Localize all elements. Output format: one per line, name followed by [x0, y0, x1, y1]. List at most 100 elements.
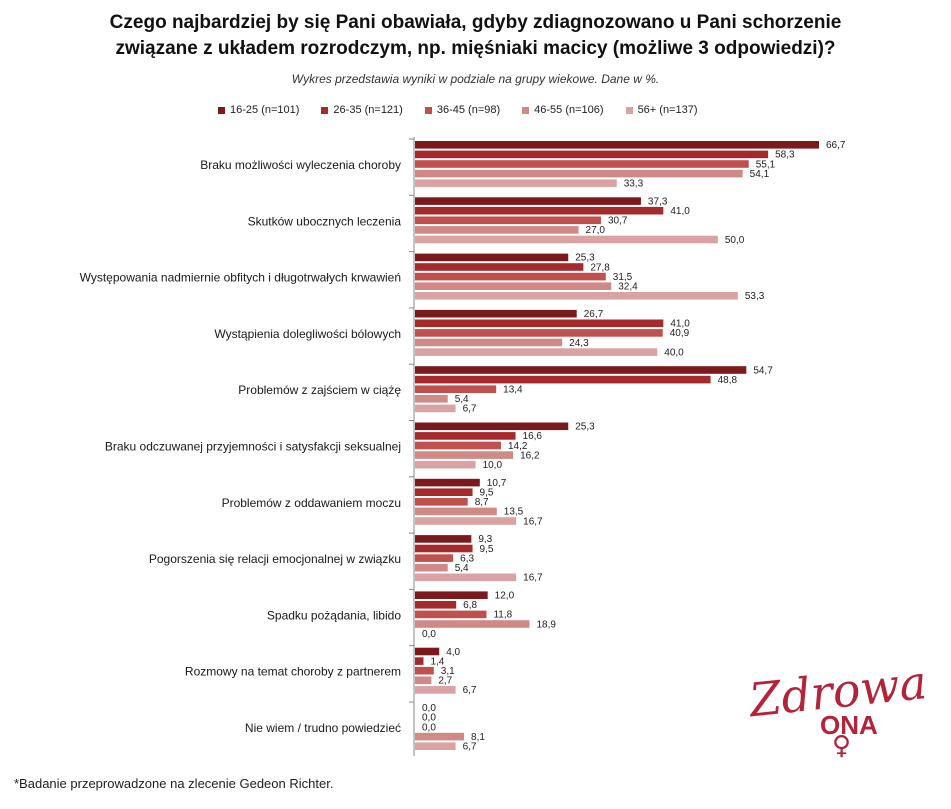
bar [415, 441, 502, 450]
bar [415, 197, 641, 205]
data-label: 6,7 [463, 685, 477, 696]
legend-swatch [321, 106, 329, 114]
category-label: Nie wiem / trudno powiedzieć [245, 721, 401, 735]
legend-label: 26-35 (n=121) [333, 104, 403, 116]
legend-label: 16-25 (n=101) [230, 104, 300, 116]
category-label: Wystąpienia dolegliwości bólowych [214, 327, 401, 341]
bar [415, 395, 448, 403]
category-label: Pogorszenia się relacji emocjonalnej w z… [149, 552, 401, 566]
data-label: 9,5 [480, 544, 494, 555]
bar [415, 666, 434, 675]
bar [415, 657, 424, 665]
data-label: 40,0 [664, 347, 684, 358]
logo-female-symbol: ♀ [832, 731, 851, 760]
data-label: 13,5 [504, 507, 524, 518]
data-label: 31,5 [613, 272, 633, 283]
bar [415, 319, 664, 328]
bar [415, 272, 606, 281]
legend-item-4: 46-55 (n=106) [522, 104, 604, 116]
data-label: 16,6 [523, 431, 543, 442]
bar [415, 620, 530, 628]
footnote: *Badanie przeprowadzone na zlecenie Gede… [14, 776, 334, 791]
bar [415, 150, 769, 159]
data-label: 16,2 [520, 450, 540, 461]
data-label: 4,0 [446, 647, 460, 658]
data-label: 0,0 [422, 713, 436, 724]
data-label: 0,0 [422, 703, 436, 714]
chart-title: Czego najbardziej by się Pani obawiała, … [0, 10, 951, 62]
bar [415, 544, 473, 553]
data-label: 54,7 [753, 365, 773, 376]
legend-label: 36-45 (n=98) [436, 104, 501, 116]
bar [415, 432, 516, 440]
legend-item-2: 26-35 (n=121) [321, 104, 403, 116]
legend-item-5: 56+ (n=137) [625, 104, 698, 116]
data-label: 14,2 [508, 441, 528, 452]
legend-label: 46-55 (n=106) [534, 104, 604, 116]
chart-subtitle: Wykres przedstawia wyniki w podziale na … [291, 72, 660, 86]
data-label: 27,8 [590, 262, 610, 273]
bar [415, 422, 569, 431]
bar [415, 554, 454, 562]
data-label: 54,1 [750, 169, 770, 180]
data-label: 0,0 [422, 629, 436, 640]
data-label: 5,4 [455, 394, 469, 405]
bar [415, 263, 584, 271]
category-label: Problemów z oddawaniem moczu [222, 496, 401, 510]
data-label: 9,3 [478, 534, 492, 545]
data-label: 37,3 [648, 196, 668, 207]
data-label: 33,3 [624, 179, 644, 190]
data-label: 53,3 [745, 291, 765, 302]
data-label: 32,4 [618, 282, 638, 293]
logo-block-text: ONA [820, 710, 878, 740]
data-label: 26,7 [584, 309, 604, 320]
data-label: 6,7 [463, 404, 477, 415]
bar [415, 488, 473, 496]
bar [415, 282, 612, 290]
data-label: 16,7 [523, 573, 543, 584]
bar [415, 179, 617, 187]
bar [415, 375, 711, 384]
bar [415, 216, 601, 225]
bar [415, 385, 497, 393]
bar [415, 141, 819, 149]
data-label: 6,3 [460, 553, 474, 564]
category-label: Rozmowy na temat choroby z partnerem [185, 665, 401, 679]
bar [415, 253, 569, 262]
bar [415, 742, 456, 750]
data-label: 58,3 [775, 150, 795, 161]
data-label: 2,7 [438, 676, 452, 687]
data-label: 40,9 [670, 328, 690, 339]
bar [415, 732, 465, 741]
data-label: 30,7 [608, 216, 628, 227]
bar [415, 348, 658, 356]
bar [415, 460, 476, 469]
bar [415, 610, 487, 619]
data-label: 27,0 [586, 225, 606, 236]
legend-item-3: 36-45 (n=98) [424, 104, 501, 116]
category-label: Braku odczuwanej przyjemności i satysfak… [105, 440, 401, 454]
data-label: 10,0 [483, 460, 503, 471]
bar [415, 478, 480, 487]
bar [415, 498, 468, 506]
bar [415, 338, 563, 347]
bar [415, 226, 579, 234]
data-label: 9,5 [480, 488, 494, 499]
category-label: Braku możliwości wyleczenia choroby [200, 158, 401, 172]
data-label: 1,4 [430, 656, 444, 667]
zdrowa-ona-logo: Zdrowa ONA ♀ [745, 655, 930, 760]
data-label: 18,9 [536, 619, 556, 630]
data-label: 25,3 [575, 253, 595, 264]
data-label: 55,1 [756, 159, 776, 170]
data-label: 41,0 [670, 319, 690, 330]
bar [415, 686, 456, 694]
data-label: 10,7 [487, 478, 507, 489]
data-label: 50,0 [725, 235, 745, 246]
bar [415, 507, 497, 516]
data-label: 3,1 [441, 666, 455, 677]
data-label: 24,3 [569, 338, 589, 349]
bar [415, 160, 749, 168]
bar [415, 676, 432, 685]
data-label: 48,8 [718, 375, 738, 386]
